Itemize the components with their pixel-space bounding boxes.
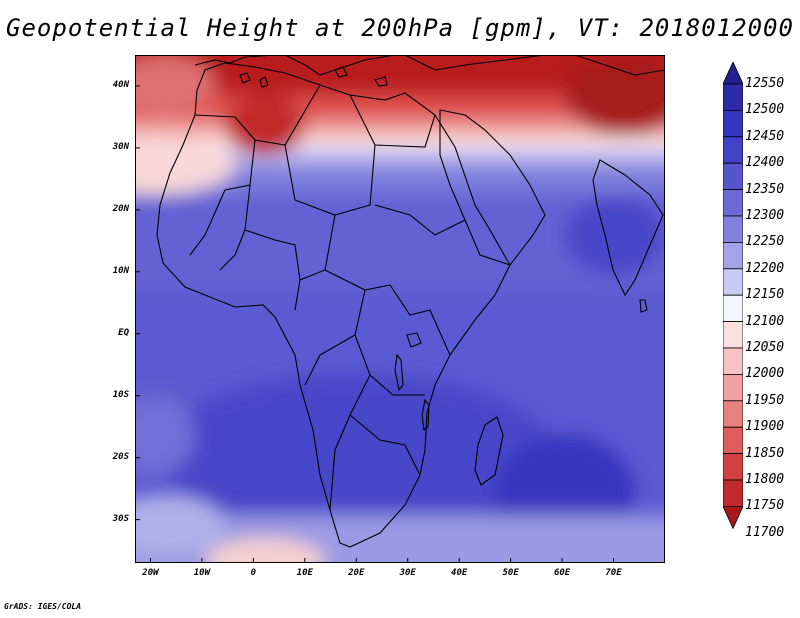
india-coastline [592,159,664,297]
colorbar-cell [723,321,743,349]
colorbar-label: 12000 [745,366,785,382]
colorbar-cell [723,453,743,481]
colorbar [723,62,743,530]
colorbar-cell [723,268,743,296]
colorbar-cell [723,162,743,190]
colorbar-label: 12100 [745,313,785,329]
country-borders [189,84,466,511]
colorbar-label: 12450 [745,128,785,144]
colorbar-label: 12150 [745,287,785,303]
colorbar-cell [723,347,743,375]
software-credit: GrADS: IGES/COLA [4,602,82,611]
madagascar-coastline [474,416,504,486]
sri-lanka [639,299,648,313]
colorbar-cell [723,426,743,455]
y-tick-label: 30S [112,513,129,524]
tick-marks [135,85,615,563]
colorbar-label: 11950 [745,392,785,408]
map-panel [135,55,665,563]
y-tick-label: 10N [112,265,129,276]
y-tick-label: 20N [112,203,129,214]
x-tick-label: 50E [502,568,519,578]
colorbar-cell [723,241,743,270]
lake-tanganyika [394,353,404,392]
colorbar-label: 12250 [745,234,785,250]
colorbar-label: 12350 [745,181,785,197]
x-tick-label: 20W [142,568,159,578]
colorbar-cell [723,373,743,402]
x-tick-label: 70E [605,568,622,578]
colorbar-label: 12550 [745,76,785,91]
colorbar-label: 11900 [745,419,785,435]
colorbar-label: 11850 [745,445,785,461]
lake-victoria [406,332,422,348]
mediterranean-islands [239,66,388,88]
colorbar-cell [723,110,743,138]
chart-title: Geopotential Height at 200hPa [gpm], VT:… [6,14,794,42]
colorbar-bottom-arrow [723,505,743,530]
colorbar-top-arrow [723,62,743,85]
colorbar-label: 12400 [745,155,785,171]
europe-coastline [194,55,665,76]
x-tick-label: 20E [348,568,365,578]
x-tick-label: 10W [193,568,211,578]
colorbar-label: 12200 [745,260,785,276]
colorbar-label: 12050 [745,340,785,355]
x-tick-label: 10E [296,568,313,578]
colorbar-label: 12300 [745,208,785,223]
africa-coastline [156,62,511,548]
colorbar-cell [723,479,743,507]
colorbar-cell [723,400,743,428]
x-tick-label: 30E [399,568,416,578]
x-tick-label: 60E [553,568,571,578]
y-tick-label: 40N [112,79,129,90]
colorbar-cell [723,136,743,164]
height-field [135,55,665,563]
map-frame [135,55,665,563]
x-tick-label: 0 [250,568,257,578]
colorbar-cell [723,294,743,322]
colorbar-label: 11700 [745,524,785,540]
y-tick-label: 30N [112,141,129,152]
map-canvas [135,55,665,563]
coastlines [156,55,665,548]
arabia-coastline [439,109,546,266]
colorbar-label: 12500 [745,102,785,118]
y-tick-label: EQ [118,327,129,338]
x-tick-label: 40E [451,568,468,578]
y-tick-label: 20S [112,451,129,462]
colorbar-cell [723,215,743,243]
colorbar-cell [723,83,743,111]
colorbar-label: 11800 [745,472,785,487]
y-tick-label: 10S [112,389,129,400]
lake-malawi [421,398,430,432]
colorbar-cell [723,189,743,217]
colorbar-label: 11750 [745,498,785,514]
